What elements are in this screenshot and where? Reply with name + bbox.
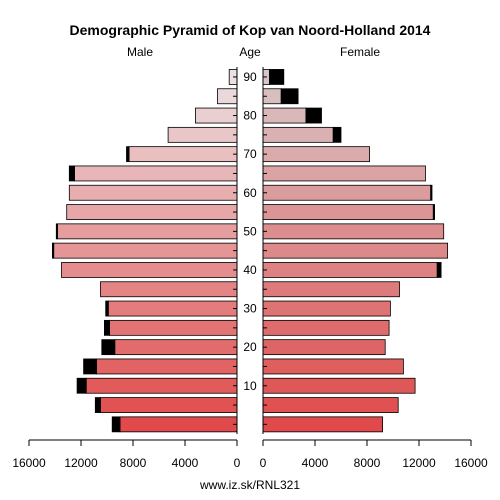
female-bar-45-49 [262, 242, 449, 259]
male-bars [52, 69, 238, 433]
female-bars [262, 69, 449, 433]
age-tick-label: 70 [243, 147, 257, 161]
age-tick-label: 40 [243, 263, 257, 277]
x-tick-label: 0 [234, 456, 241, 470]
female-bar-35-39 [262, 281, 400, 298]
age-label: Age [239, 45, 261, 59]
female-bar-70-74 [262, 146, 370, 163]
age-tick-label: 60 [243, 186, 257, 200]
male-bar-5-9 [100, 397, 238, 413]
male-bar-75-79 [167, 126, 238, 143]
male-excess-25-29 [104, 319, 111, 336]
female-bar-65-69 [262, 165, 426, 182]
male-bar-60-64 [68, 184, 238, 201]
x-tick-label: 8000 [120, 456, 147, 470]
male-excess-65-69 [68, 165, 75, 182]
female-bar-40-44 [262, 262, 438, 278]
age-tick-label: 80 [243, 109, 257, 123]
male-bar-50-54 [57, 223, 238, 240]
male-excess-10-14 [76, 377, 87, 394]
female-bar-25-29 [262, 319, 390, 336]
age-tick-label: 90 [243, 70, 257, 84]
female-bar-75-79 [262, 126, 334, 143]
x-tick-label: 0 [260, 456, 267, 470]
female-bar-5-9 [262, 397, 399, 413]
age-axis-ticks: 90 80 70 60 50 40 30 20 10 [233, 70, 267, 425]
male-bar-10-14 [85, 377, 238, 394]
female-bar-0-4 [262, 416, 383, 433]
male-excess-70-74 [126, 146, 130, 163]
female-bar-15-19 [262, 358, 404, 375]
age-tick-label: 30 [243, 302, 257, 316]
female-bar-60-64 [262, 184, 432, 201]
male-bar-55-59 [66, 204, 238, 220]
x-tick-label: 4000 [172, 456, 199, 470]
male-bar-35-39 [100, 281, 238, 298]
male-excess-20-24 [101, 339, 116, 356]
female-excess-75-79 [332, 126, 342, 143]
x-tick-label: 12000 [64, 456, 98, 470]
age-tick-label: 10 [243, 379, 257, 393]
x-tick-label: 8000 [354, 456, 381, 470]
x-tick-label: 12000 [402, 456, 436, 470]
male-excess-30-34 [105, 300, 109, 317]
female-excess-85-89 [280, 88, 299, 105]
x-tick-label: 16000 [454, 456, 488, 470]
female-excess-90+ [269, 69, 285, 85]
female-excess-40-44 [436, 262, 442, 278]
x-axis-ticks: 16000 12000 8000 4000 0 0 4000 8000 12000 16000 [12, 440, 488, 470]
female-bar-80-84 [262, 107, 307, 124]
male-bar-80-84 [194, 107, 238, 124]
x-tick-label: 16000 [12, 456, 46, 470]
male-bar-0-4 [119, 416, 238, 433]
female-bar-20-24 [262, 339, 386, 356]
male-excess-45-49 [52, 242, 55, 259]
age-tick-label: 20 [243, 340, 257, 354]
male-bar-65-69 [74, 165, 238, 182]
female-bar-50-54 [262, 223, 445, 240]
male-bar-30-34 [107, 300, 238, 317]
male-bar-25-29 [109, 319, 238, 336]
chart-title: Demographic Pyramid of Kop van Noord-Hol… [70, 22, 431, 38]
male-bar-45-49 [53, 242, 238, 259]
male-excess-0-4 [111, 416, 121, 433]
male-bar-20-24 [114, 339, 238, 356]
footer-url: www.iz.sk/RNL321 [199, 478, 300, 492]
male-bar-70-74 [128, 146, 238, 163]
female-bar-10-14 [262, 377, 416, 394]
female-excess-60-64 [430, 184, 433, 201]
male-label: Male [127, 45, 153, 59]
female-bar-55-59 [262, 204, 434, 220]
female-excess-55-59 [432, 204, 435, 220]
female-label: Female [340, 45, 380, 59]
age-tick-label: 50 [243, 224, 257, 238]
male-excess-5-9 [94, 397, 101, 413]
female-excess-80-84 [305, 107, 322, 124]
x-tick-label: 4000 [302, 456, 329, 470]
male-excess-15-19 [83, 358, 97, 375]
male-bar-40-44 [61, 262, 238, 278]
male-bar-15-19 [96, 358, 238, 375]
female-bar-30-34 [262, 300, 391, 317]
male-excess-50-54 [55, 223, 58, 240]
